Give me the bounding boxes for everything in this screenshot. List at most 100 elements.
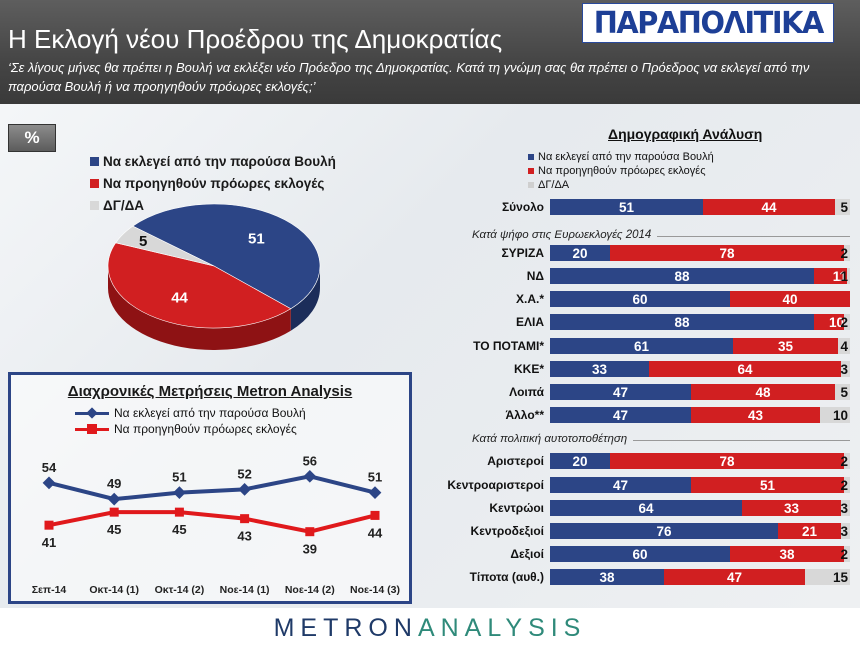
stacked-bar: 20 78 2 (550, 453, 850, 469)
bar-segment-early-elections: 48 (691, 384, 835, 400)
bar-row-label: ΤΟ ΠΟΤΑΜΙ* (473, 339, 544, 353)
bar-row: ΤΟ ΠΟΤΑΜΙ* 61 35 4 (0, 338, 860, 354)
bar-row-label: Αριστεροί (487, 454, 544, 468)
pie-legend-item: Να εκλεγεί από την παρούσα Βουλή (90, 150, 336, 172)
bar-segment-current-parliament: 60 (550, 291, 730, 307)
pie-slice-dk-na (115, 225, 215, 267)
bar-value-label: 2 (840, 546, 848, 562)
bar-value-label: 61 (633, 338, 650, 354)
bar-segment-dk-na: 2 (840, 314, 850, 330)
bar-segment-current-parliament: 88 (550, 268, 814, 284)
section-label: Κατά πολιτική αυτοτοποθέτηση (472, 433, 628, 445)
bar-segment-current-parliament: 47 (550, 384, 691, 400)
trend-title: Διαχρονικές Μετρήσεις Metron Analysis (67, 383, 353, 400)
bar-value-label: 35 (777, 338, 794, 354)
bar-segment-early-elections: 35 (733, 338, 838, 354)
bar-value-label: 78 (719, 453, 735, 469)
trend-panel: Διαχρονικές Μετρήσεις Metron Analysis Να… (8, 372, 412, 604)
bar-segment-current-parliament: 88 (550, 314, 814, 330)
stacked-bar: 88 11 1 (550, 268, 850, 284)
bar-row: Κεντροαριστεροί 47 51 2 (0, 477, 860, 493)
bar-segment-current-parliament: 33 (550, 361, 649, 377)
bar-value-label: 3 (840, 500, 848, 516)
trend-category-label: Σεπ-14 (32, 584, 67, 596)
bar-value-label: 76 (656, 523, 672, 539)
legend-swatch (75, 424, 109, 434)
bar-value-label: 5 (840, 199, 848, 215)
bar-value-label: 2 (840, 477, 848, 493)
bar-row-label: ΚΚΕ* (513, 362, 544, 376)
bar-segment-early-elections: 33 (742, 500, 841, 516)
pie-value-label: 5 (139, 233, 147, 250)
stacked-bar: 33 64 3 (550, 361, 850, 377)
trend-legend-item: Να προηγηθούν πρόωρες εκλογές (75, 421, 306, 437)
footer-brand-part1: METRON (273, 613, 418, 642)
bar-segment-early-elections: 78 (610, 245, 844, 261)
bar-value-label: 60 (632, 546, 648, 562)
bar-value-label: 47 (612, 384, 629, 400)
pie-value-label: 51 (248, 230, 265, 247)
trend-point (370, 510, 380, 520)
bar-value-label: 48 (755, 384, 771, 400)
trend-value-label: 49 (107, 476, 121, 491)
bar-segment-dk-na: 10 (820, 407, 850, 423)
demographic-legend-item: ΔΓ/ΔΑ (528, 178, 714, 192)
trend-legend: Να εκλεγεί από την παρούσα Βουλή Να προηγ… (75, 405, 306, 437)
header-banner: Η Εκλογή νέου Προέδρου της Δημοκρατίας ‘… (0, 0, 860, 104)
bar-segment-early-elections: 43 (691, 407, 820, 423)
trend-point (238, 482, 251, 496)
bar-row: Δεξιοί 60 38 2 (0, 546, 860, 562)
bar-row: ΕΛΙΑ 88 10 2 (0, 314, 860, 330)
trend-legend-label: Να προηγηθούν πρόωρες εκλογές (114, 422, 297, 436)
bar-segment-dk-na: 2 (840, 477, 850, 493)
section-label: Κατά ψήφο στις Ευρωεκλογές 2014 (472, 229, 652, 241)
legend-swatch (90, 178, 99, 188)
bar-row-label: Σύνολο (501, 200, 544, 214)
bar-value-label: 64 (638, 500, 654, 516)
footer-brand-part2: ANALYSIS (417, 613, 587, 642)
bar-row-label: Λοιπά (509, 385, 544, 399)
section-divider (633, 440, 850, 441)
bar-value-label: 88 (674, 314, 690, 330)
bar-value-label: 21 (801, 523, 818, 539)
bar-value-label: 47 (612, 407, 629, 423)
bar-segment-current-parliament: 20 (550, 245, 610, 261)
bar-value-label: 4 (840, 338, 848, 354)
trend-category-label: Οκτ-14 (1) (89, 584, 139, 596)
trend-value-label: 43 (237, 529, 251, 544)
stacked-bar: 61 35 4 (550, 338, 850, 354)
trend-point (44, 520, 54, 530)
trend-value-label: 51 (368, 470, 382, 485)
bar-value-label: 60 (632, 291, 648, 307)
bar-segment-dk-na: 1 (840, 268, 850, 284)
bar-value-label: 51 (618, 199, 635, 215)
demographic-legend-item: Να προηγηθούν πρόωρες εκλογές (528, 164, 714, 178)
bar-segment-current-parliament: 47 (550, 477, 691, 493)
bar-row: Τίποτα (αυθ.) 38 47 15 (0, 569, 860, 585)
trend-legend-item: Να εκλεγεί από την παρούσα Βουλή (75, 405, 306, 421)
stacked-bar: 38 47 15 (550, 569, 850, 585)
bar-value-label: 20 (572, 245, 588, 261)
bar-segment-current-parliament: 60 (550, 546, 730, 562)
bar-segment-dk-na: 5 (835, 199, 850, 215)
pie-slice-early-elections (107, 242, 292, 329)
pie-slice-current-parliament (132, 203, 321, 310)
bar-segment-current-parliament: 76 (550, 523, 778, 539)
stacked-bar: 88 10 2 (550, 314, 850, 330)
demographic-title: Δημογραφική Ανάλυση (608, 126, 763, 142)
bar-value-label: 33 (783, 500, 800, 516)
trend-point (240, 514, 250, 524)
legend-swatch (528, 168, 534, 174)
trend-category-label: Νοε-14 (2) (285, 584, 335, 596)
bar-value-label: 47 (612, 477, 629, 493)
trend-value-label: 56 (303, 453, 317, 468)
legend-swatch (528, 154, 534, 160)
section-divider (657, 236, 850, 237)
demographic-legend-label: Να εκλεγεί από την παρούσα Βουλή (538, 151, 714, 163)
legend-swatch (90, 156, 99, 166)
bar-value-label: 51 (759, 477, 776, 493)
bar-segment-early-elections: 64 (649, 361, 841, 377)
pie-value-label: 44 (171, 289, 188, 306)
stacked-bar: 47 51 2 (550, 477, 850, 493)
bar-value-label: 2 (840, 314, 848, 330)
